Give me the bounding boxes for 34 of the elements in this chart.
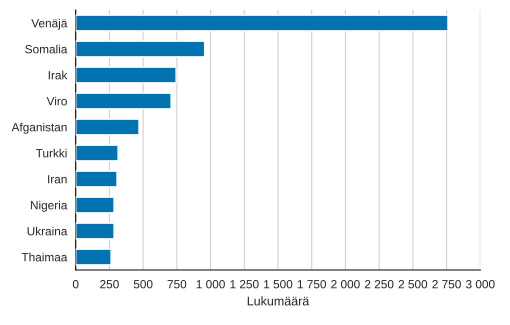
bar bbox=[76, 92, 172, 110]
y-tick-label: Somalia bbox=[25, 44, 68, 54]
x-tick-label: 0 bbox=[72, 280, 79, 288]
x-tick-label: 1 000 bbox=[196, 280, 225, 288]
x-tick-label: 1 750 bbox=[298, 280, 326, 288]
bar bbox=[76, 222, 115, 240]
x-tick-label: 3 000 bbox=[466, 280, 495, 288]
x-tick-label: 250 bbox=[100, 280, 119, 288]
bar bbox=[76, 248, 112, 266]
y-tick-label: Viro bbox=[46, 96, 67, 106]
x-tick-label: 1 250 bbox=[230, 280, 259, 288]
x-tick-label: 750 bbox=[168, 280, 186, 288]
x-tick-label: 1 500 bbox=[264, 280, 292, 288]
bar bbox=[76, 40, 206, 58]
x-tick-label: 2 750 bbox=[432, 280, 461, 288]
y-tick-label: Venäjä bbox=[31, 18, 68, 30]
y-tick-label: Turkki bbox=[36, 148, 67, 158]
x-tick-label: 2 500 bbox=[398, 280, 428, 288]
y-tick-label: Irak bbox=[48, 70, 68, 80]
bar bbox=[76, 170, 118, 188]
bar bbox=[76, 144, 119, 162]
bar bbox=[76, 118, 140, 136]
y-tick-label: Nigeria bbox=[30, 200, 68, 212]
x-tick-label: 500 bbox=[134, 280, 153, 288]
y-tick-label: Thaimaa bbox=[22, 252, 68, 262]
y-tick-label: Afganistan bbox=[12, 122, 67, 134]
x-axis-title: Lukumäärä bbox=[248, 296, 310, 306]
bar bbox=[76, 196, 115, 214]
bar bbox=[76, 14, 449, 32]
x-tick-label: 2 250 bbox=[364, 280, 394, 288]
y-tick-label: Iran bbox=[48, 175, 67, 184]
bar bbox=[76, 66, 177, 84]
x-tick-label: 2 000 bbox=[331, 280, 360, 288]
y-tick-label: Ukraina bbox=[28, 226, 68, 236]
